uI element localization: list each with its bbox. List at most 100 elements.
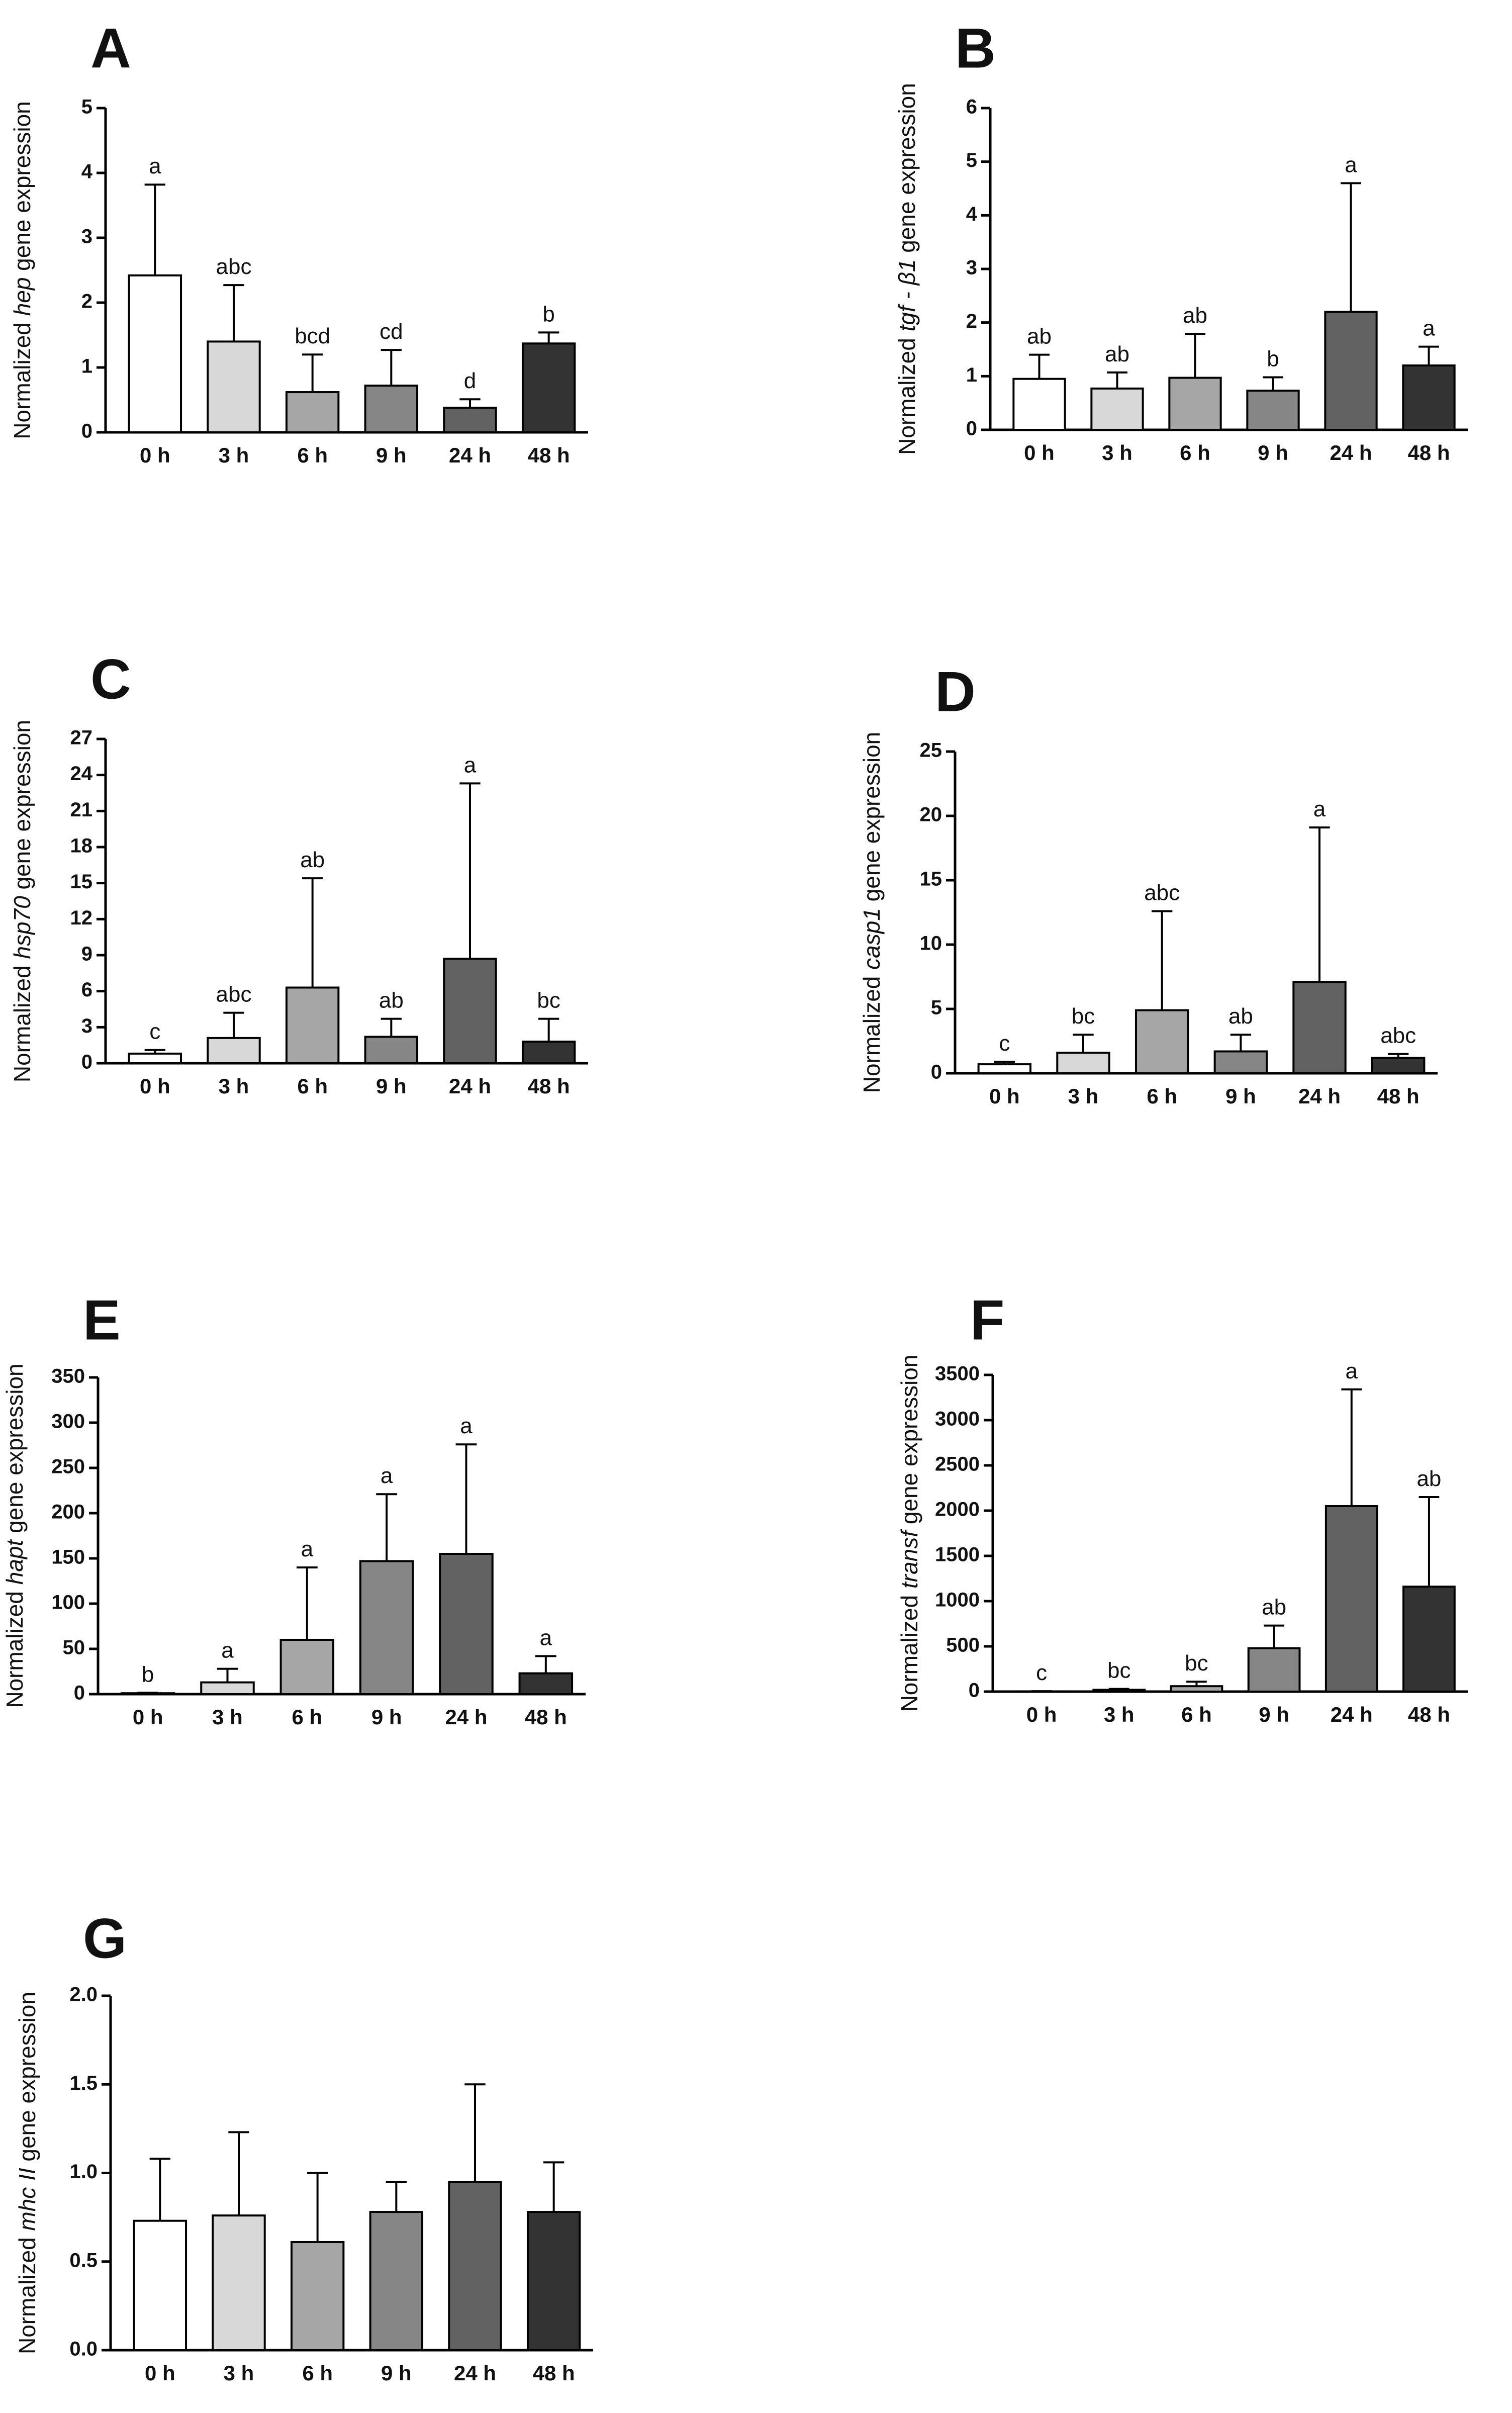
x-tick-label: 0 h bbox=[145, 2361, 175, 2385]
panel-letter: A bbox=[90, 17, 131, 80]
significance-label: abc bbox=[1144, 880, 1180, 905]
bar-6h bbox=[285, 986, 340, 1064]
y-tick-label: 2000 bbox=[935, 1499, 980, 1521]
y-axis-label: Normalized casp1 gene expression bbox=[859, 732, 885, 1093]
y-axis-label-gene: mhc II bbox=[14, 2168, 40, 2231]
significance-label: a bbox=[221, 1638, 234, 1663]
y-tick-label: 0 bbox=[966, 418, 977, 440]
y-tick-label: 27 bbox=[70, 727, 93, 749]
y-tick-label: 1.0 bbox=[69, 2161, 98, 2183]
panel-d: D 0 5 10 15 20 25 Normalized casp1 gene express… bbox=[859, 661, 1438, 1108]
x-tick-label: 24 h bbox=[1331, 1703, 1373, 1726]
y-tick-label: 15 bbox=[70, 871, 93, 893]
x-tick-label: 48 h bbox=[1377, 1084, 1420, 1108]
bar-48h bbox=[518, 1672, 574, 1696]
x-tick-label: 3 h bbox=[1104, 1703, 1135, 1726]
y-axis-label-prefix: Normalized bbox=[14, 2231, 40, 2354]
bar-0h bbox=[128, 274, 182, 433]
bar-24h bbox=[1292, 981, 1347, 1074]
bar-24h bbox=[1324, 311, 1378, 431]
bar-6h bbox=[1135, 1009, 1189, 1075]
y-tick-label: 25 bbox=[920, 739, 942, 762]
bar-3h bbox=[207, 1037, 261, 1064]
significance-label: ab bbox=[379, 988, 404, 1013]
y-axis-label-prefix: Normalized bbox=[894, 331, 920, 454]
y-tick-label: 350 bbox=[51, 1365, 85, 1387]
significance-label: a bbox=[460, 1414, 472, 1438]
significance-label: ab bbox=[300, 848, 325, 872]
y-tick-label: 0.5 bbox=[69, 2249, 98, 2271]
bar-0h bbox=[133, 2219, 187, 2351]
x-tick-label: 0 h bbox=[1024, 441, 1055, 465]
significance-label: a bbox=[301, 1537, 314, 1561]
y-axis-label: Normalized hapt gene expression bbox=[2, 1363, 28, 1708]
bar-9h bbox=[359, 1560, 414, 1695]
bar-9h bbox=[369, 2211, 424, 2351]
y-axis-label: Normalized transf gene expression bbox=[896, 1355, 922, 1712]
bar-6h bbox=[285, 391, 340, 434]
panel-letter: F bbox=[970, 1289, 1004, 1352]
y-tick-label: 300 bbox=[51, 1411, 85, 1433]
bar-48h bbox=[521, 342, 576, 434]
y-axis-label-suffix: gene expression bbox=[894, 83, 920, 259]
y-tick-label: 150 bbox=[51, 1546, 85, 1568]
y-axis-label: Normalized hsp70 gene expression bbox=[9, 720, 35, 1082]
significance-label: bc bbox=[1107, 1658, 1130, 1683]
significance-label: ab bbox=[1416, 1466, 1441, 1491]
bar-48h bbox=[1402, 364, 1456, 431]
panel-letter: B bbox=[955, 17, 996, 80]
y-tick-label: 50 bbox=[63, 1637, 85, 1659]
y-tick-label: 250 bbox=[51, 1456, 85, 1478]
x-tick-label: 24 h bbox=[445, 1705, 487, 1729]
significance-label: a bbox=[464, 753, 477, 777]
bar-9h bbox=[1247, 1647, 1301, 1693]
y-tick-label: 18 bbox=[70, 835, 93, 857]
bar-48h bbox=[526, 2211, 581, 2351]
x-tick-label: 6 h bbox=[1181, 1703, 1212, 1726]
bar-9h bbox=[1246, 390, 1300, 431]
y-tick-label: 2500 bbox=[935, 1453, 980, 1475]
bar-6h bbox=[279, 1639, 335, 1695]
x-tick-label: 6 h bbox=[297, 1074, 328, 1098]
bar-24h bbox=[443, 406, 497, 433]
y-axis-label-suffix: gene expression bbox=[896, 1355, 922, 1531]
y-tick-label: 5 bbox=[81, 96, 92, 118]
x-tick-label: 3 h bbox=[224, 2361, 254, 2385]
y-axis-label-prefix: Normalized bbox=[896, 1589, 922, 1712]
x-tick-label: 0 h bbox=[133, 1705, 163, 1729]
y-tick-label: 3 bbox=[81, 226, 92, 248]
significance-label: ab bbox=[1105, 342, 1129, 366]
significance-label: bc bbox=[1072, 1004, 1095, 1029]
significance-label: a bbox=[540, 1625, 552, 1650]
bar-9h bbox=[1213, 1050, 1268, 1074]
panel-letter: C bbox=[90, 648, 131, 711]
bar-9h bbox=[364, 385, 419, 433]
bar-24h bbox=[448, 2181, 502, 2351]
y-axis-label: Normalized hep gene expression bbox=[9, 101, 35, 439]
bar-3h bbox=[1092, 1689, 1146, 1693]
y-axis-label-gene: hsp70 bbox=[9, 896, 35, 959]
panel-a: A 0 1 2 3 4 5 Normalized hep gene expression a 0 … bbox=[9, 17, 588, 467]
y-tick-label: 12 bbox=[70, 907, 93, 929]
y-axis-label-suffix: gene expression bbox=[9, 101, 35, 277]
significance-label: b bbox=[542, 302, 554, 326]
y-tick-label: 24 bbox=[70, 763, 93, 785]
y-axis-label-gene: tgf - β1 bbox=[894, 259, 920, 332]
x-tick-label: 3 h bbox=[1102, 441, 1132, 465]
x-tick-label: 0 h bbox=[140, 443, 170, 467]
x-tick-label: 9 h bbox=[1259, 1703, 1289, 1726]
significance-label: a bbox=[1423, 316, 1435, 341]
y-axis-label-suffix: gene expression bbox=[9, 720, 35, 896]
x-tick-label: 6 h bbox=[297, 443, 328, 467]
significance-label: ab bbox=[1027, 324, 1052, 349]
y-tick-label: 21 bbox=[70, 799, 93, 821]
significance-label: c bbox=[149, 1019, 160, 1044]
panel-f: F 0 500 1000 1500 2000 2500 3000 3500 Normalized … bbox=[896, 1289, 1468, 1726]
bar-48h bbox=[521, 1041, 576, 1064]
bar-3h bbox=[200, 1681, 255, 1696]
x-tick-label: 48 h bbox=[1408, 1703, 1450, 1726]
bar-0h bbox=[128, 1052, 182, 1065]
y-tick-label: 5 bbox=[931, 997, 942, 1019]
panel-c: C 0 3 6 9 12 15 18 21 24 27 Normalized hsp70 gene e… bbox=[9, 648, 588, 1098]
y-tick-label: 1 bbox=[966, 364, 977, 386]
